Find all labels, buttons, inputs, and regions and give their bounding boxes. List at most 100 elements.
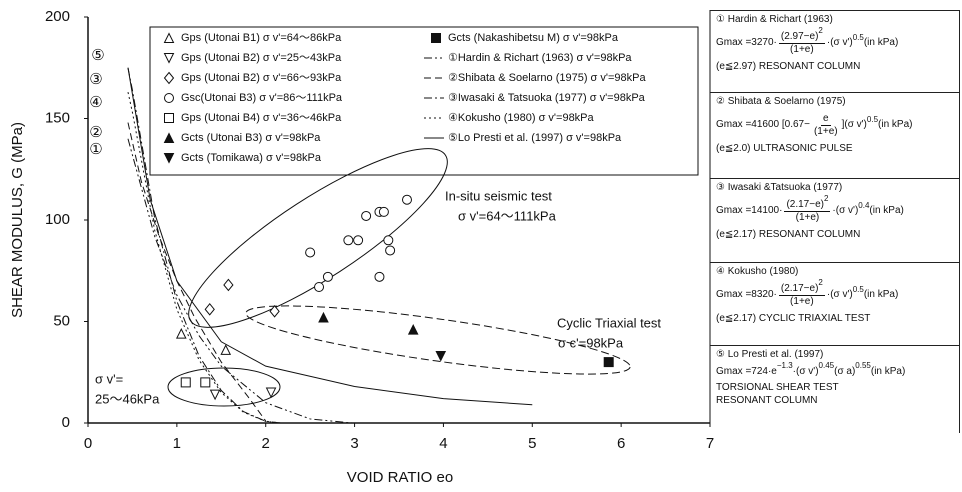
legend-marker bbox=[163, 132, 175, 143]
numerator-sup: 2 bbox=[823, 193, 829, 203]
box-title: ② Shibata & Soelarno (1975) bbox=[716, 96, 846, 107]
formula-text: (in kPa) bbox=[863, 289, 899, 301]
box-note: TORSIONAL SHEAR TEST bbox=[716, 382, 839, 393]
numerator-text: (2.17−e) bbox=[780, 282, 819, 294]
box-title: ⑤ Lo Presti et al. (1997) bbox=[716, 349, 824, 360]
formula-text: Gmax =14100· bbox=[716, 205, 783, 217]
point bbox=[220, 344, 232, 355]
curve-label: ④ bbox=[89, 94, 102, 111]
point bbox=[322, 271, 333, 282]
point bbox=[401, 194, 412, 205]
formula-text: ·(σ v') bbox=[826, 289, 853, 301]
denominator: (1+e) bbox=[790, 296, 814, 307]
annotation: Cyclic Triaxial test bbox=[557, 315, 661, 330]
annotation: σ v'= bbox=[95, 371, 123, 386]
formula-sup: 0.5 bbox=[852, 32, 864, 42]
x-tick-label: 7 bbox=[706, 435, 714, 452]
box-note: (e≦2.97) RESONANT COLUMN bbox=[716, 60, 861, 72]
point bbox=[383, 235, 394, 246]
legend-text: ②Shibata & Soelarno (1975) σ v'=98kPa bbox=[448, 72, 647, 84]
formula: Gmax =724·e −1.3 ·(σ v') 0.45 (σ a) 0.55 (in … bbox=[716, 361, 953, 379]
formula-box: ⑤ Lo Presti et al. (1997) Gmax =724·e −1.3… bbox=[710, 346, 959, 434]
annotation: 25～46kPa bbox=[95, 391, 160, 406]
legend-marker bbox=[163, 71, 175, 85]
curve bbox=[127, 122, 267, 422]
fraction: (2.17−e)2 (1+e) bbox=[778, 278, 825, 309]
formula-sup: 0.45 bbox=[818, 360, 835, 370]
cyclic-ellipse bbox=[245, 305, 631, 375]
formula-box: ② Shibata & Soelarno (1975) Gmax =41600 [… bbox=[710, 93, 959, 179]
point bbox=[314, 281, 325, 292]
formula-sup: 0.4 bbox=[858, 200, 870, 210]
x-axis-title: VOID RATIO eo bbox=[347, 469, 453, 486]
point bbox=[209, 389, 221, 401]
numerator: (2.17−e)2 bbox=[778, 278, 825, 296]
box-note: RESONANT COLUMN bbox=[716, 394, 818, 406]
formula-box: ④ Kokusho (1980) Gmax =8320· (2.17−e)2 (1+e… bbox=[710, 263, 959, 346]
numerator: e bbox=[821, 113, 831, 126]
x-tick-label: 2 bbox=[262, 435, 270, 452]
formula-text: (σ a) bbox=[834, 365, 856, 377]
x-tick-label: 1 bbox=[173, 435, 181, 452]
legend-marker bbox=[164, 93, 174, 103]
formula-panel: ① Hardin & Richart (1963) Gmax =3270· (2.9… bbox=[710, 10, 960, 433]
legend-text: Gsc(Utonai B3) σ v'=86～111kPa bbox=[181, 92, 343, 104]
point bbox=[435, 351, 447, 362]
curve bbox=[127, 67, 533, 406]
curve bbox=[127, 92, 281, 424]
numerator-sup: 2 bbox=[818, 277, 823, 287]
numerator: (2.97−e)2 bbox=[778, 26, 825, 44]
point bbox=[374, 271, 385, 282]
point bbox=[305, 247, 316, 258]
formula-text: ·(σ v') bbox=[826, 37, 853, 49]
x-tick-label: 6 bbox=[617, 435, 625, 452]
point bbox=[318, 311, 329, 323]
legend-marker bbox=[431, 33, 441, 43]
point bbox=[378, 206, 389, 217]
formula: Gmax =8320· (2.17−e)2 (1+e) ·(σ v') 0.5 (in … bbox=[716, 278, 953, 309]
y-tick-label: 200 bbox=[45, 8, 70, 25]
box-title: ④ Kokusho (1980) bbox=[716, 266, 799, 277]
legend-text: Gps (Utonai B2) σ v'=66～93kPa bbox=[181, 72, 342, 84]
x-tick-label: 4 bbox=[439, 435, 447, 452]
x-tick-label: 0 bbox=[84, 435, 92, 452]
curve bbox=[127, 67, 281, 424]
formula-sup: −1.3 bbox=[776, 360, 793, 370]
y-tick-label: 100 bbox=[45, 211, 70, 228]
point bbox=[175, 328, 187, 339]
numerator-sup: 2 bbox=[818, 25, 823, 35]
formula-text: Gmax =41600 [0.67− bbox=[716, 119, 810, 131]
point bbox=[385, 245, 396, 256]
x-tick-label: 3 bbox=[350, 435, 358, 452]
box-title: ① Hardin & Richart (1963) bbox=[716, 14, 833, 25]
denominator: (1+e) bbox=[795, 212, 820, 223]
point bbox=[407, 324, 419, 335]
numerator-text: (2.97−e) bbox=[780, 30, 819, 42]
legend-marker bbox=[163, 32, 175, 43]
formula-text: ·(σ v') bbox=[792, 365, 819, 377]
curve-label: ⑤ bbox=[91, 47, 104, 64]
formula-text: (in kPa) bbox=[870, 365, 906, 377]
x-tick-label: 5 bbox=[528, 435, 536, 452]
point bbox=[343, 235, 354, 246]
point bbox=[361, 210, 372, 221]
box-note: (e≦2.17) RESONANT COLUMN bbox=[716, 228, 861, 240]
point bbox=[200, 377, 211, 388]
formula-box: ③ Iwasaki &Tatsuoka (1977) Gmax =14100· (2… bbox=[710, 179, 959, 263]
formula-text: Gmax =724·e bbox=[716, 365, 777, 377]
formula: Gmax =3270· (2.97−e)2 (1+e) ·(σ v') 0.5 (in … bbox=[716, 26, 953, 57]
formula-text: ·(σ v') bbox=[832, 205, 859, 217]
legend-text: Gcts (Nakashibetsu M) σ v'=98kPa bbox=[448, 32, 619, 44]
curve-label: ② bbox=[89, 124, 102, 141]
box-title: ③ Iwasaki &Tatsuoka (1977) bbox=[716, 182, 843, 193]
fraction: (2.17−e)2 (1+e) bbox=[784, 194, 831, 225]
formula-sup: 0.55 bbox=[855, 360, 871, 370]
point bbox=[269, 305, 280, 318]
formula-box: ① Hardin & Richart (1963) Gmax =3270· (2.9… bbox=[710, 11, 959, 93]
point bbox=[265, 387, 277, 399]
fraction: (2.97−e)2 (1+e) bbox=[778, 26, 825, 57]
y-tick-label: 0 bbox=[62, 414, 70, 431]
annotation: σ v'=64～111kPa bbox=[458, 208, 557, 223]
